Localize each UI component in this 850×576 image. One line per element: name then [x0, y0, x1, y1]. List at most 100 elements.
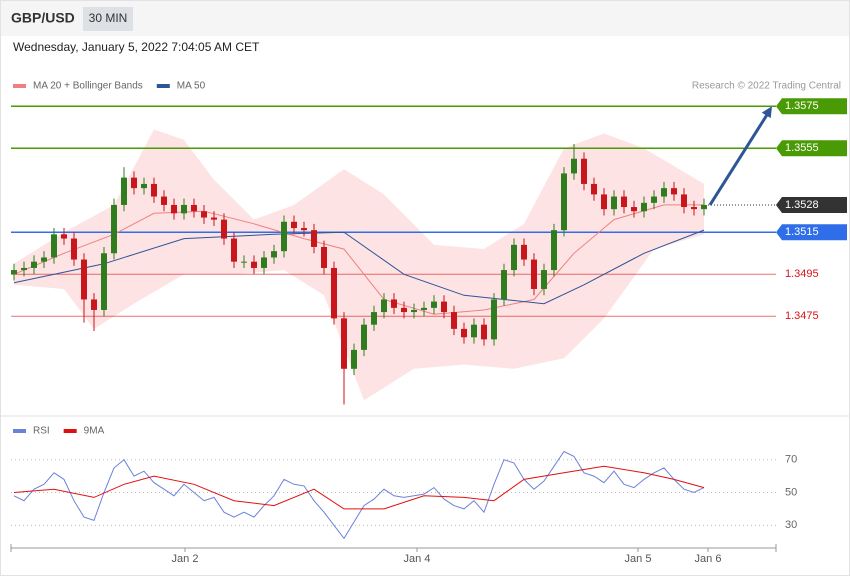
- credit: Research © 2022 Trading Central: [692, 81, 841, 92]
- candle-body: [81, 259, 87, 300]
- candle-body: [21, 267, 27, 271]
- candle-body: [11, 270, 17, 275]
- candle-body: [161, 196, 167, 205]
- candle-body: [441, 301, 447, 313]
- candle-body: [151, 183, 157, 197]
- candle-body: [191, 204, 197, 212]
- interval[interactable]: 30 MIN: [89, 11, 128, 25]
- candle-body: [571, 158, 577, 174]
- level-label: 1.3555: [785, 142, 819, 154]
- timestamp: Wednesday, January 5, 2022 7:04:05 AM CE…: [13, 40, 260, 54]
- candle-body: [181, 204, 187, 214]
- candle-body: [611, 196, 617, 210]
- candle-body: [531, 259, 537, 289]
- x-tick-label: Jan 2: [172, 553, 199, 565]
- candle-body: [621, 196, 627, 208]
- candle-body: [91, 299, 97, 310]
- candle-body: [661, 188, 667, 197]
- level-label: 1.3515: [785, 226, 819, 238]
- legend-label: MA 20 + Bollinger Bands: [33, 81, 143, 92]
- candle-body: [351, 349, 357, 369]
- candle-body: [101, 253, 107, 310]
- arrow-head: [761, 106, 772, 119]
- projection-arrow: [708, 112, 770, 206]
- candle-body: [691, 207, 697, 210]
- candle-body: [331, 267, 337, 319]
- current-price-label: 1.3528: [785, 199, 819, 211]
- candle-body: [591, 183, 597, 195]
- candle-body: [411, 309, 417, 313]
- candle-body: [501, 270, 507, 300]
- y-tick-label: 70: [785, 454, 797, 466]
- candle-body: [641, 202, 647, 212]
- candle-body: [31, 261, 37, 268]
- candle-body: [381, 299, 387, 313]
- candle-body: [511, 244, 517, 271]
- candle-body: [281, 221, 287, 252]
- level-label: 1.3475: [785, 310, 819, 322]
- candle-body: [201, 211, 207, 218]
- candle-body: [321, 246, 327, 268]
- candle-body: [261, 257, 267, 268]
- candle-body: [131, 177, 137, 189]
- candle-body: [341, 318, 347, 369]
- series-line: [13, 465, 705, 510]
- candle-body: [41, 257, 47, 262]
- candle-body: [301, 228, 307, 231]
- legend-label: MA 50: [177, 81, 206, 92]
- candle-body: [71, 238, 77, 260]
- series-line: [13, 204, 704, 315]
- candle-body: [431, 301, 437, 308]
- current-price-tag: [776, 196, 847, 213]
- level-label: 1.3495: [785, 268, 819, 280]
- candle-body: [311, 230, 317, 247]
- level-tag: [776, 224, 847, 241]
- x-tick-label: Jan 6: [695, 553, 722, 565]
- bollinger-band: [14, 129, 704, 401]
- candle-body: [291, 221, 297, 229]
- candle-body: [681, 194, 687, 208]
- candle-body: [121, 177, 127, 205]
- level-tag: [776, 140, 847, 157]
- legend-swatch: [63, 429, 77, 433]
- x-tick-label: Jan 4: [404, 553, 431, 565]
- y-tick-label: 30: [785, 519, 797, 531]
- candle-body: [51, 234, 57, 258]
- candle-body: [221, 219, 227, 239]
- candle-body: [541, 270, 547, 289]
- candle-body: [61, 234, 67, 239]
- candle-body: [561, 173, 567, 231]
- candle-body: [231, 238, 237, 262]
- candle-body: [401, 307, 407, 313]
- candle-body: [671, 188, 677, 195]
- candle-body: [481, 324, 487, 340]
- series-line: [13, 450, 705, 540]
- legend-swatch: [13, 84, 26, 88]
- candle-body: [651, 196, 657, 203]
- legend-label: RSI: [33, 426, 50, 437]
- candle-body: [451, 312, 457, 329]
- candle-body: [141, 183, 147, 189]
- candle-body: [461, 328, 467, 338]
- candle-body: [211, 217, 217, 220]
- candle-body: [391, 299, 397, 308]
- interval-box[interactable]: [83, 7, 133, 31]
- series-line: [13, 229, 705, 305]
- candle-body: [251, 261, 257, 268]
- candle-body: [491, 299, 497, 340]
- candle-body: [551, 230, 557, 271]
- candle-body: [111, 204, 117, 254]
- candle-body: [371, 312, 377, 325]
- candle-body: [581, 158, 587, 184]
- candle-body: [521, 244, 527, 260]
- x-tick-label: Jan 5: [625, 553, 652, 565]
- legend-swatch: [156, 84, 170, 88]
- level-label: 1.3575: [785, 100, 819, 112]
- candle-body: [361, 324, 367, 350]
- candle-body: [171, 204, 177, 214]
- candle-body: [471, 324, 477, 338]
- candle-body: [241, 261, 247, 263]
- legend-swatch: [13, 429, 26, 433]
- candle-body: [701, 204, 707, 210]
